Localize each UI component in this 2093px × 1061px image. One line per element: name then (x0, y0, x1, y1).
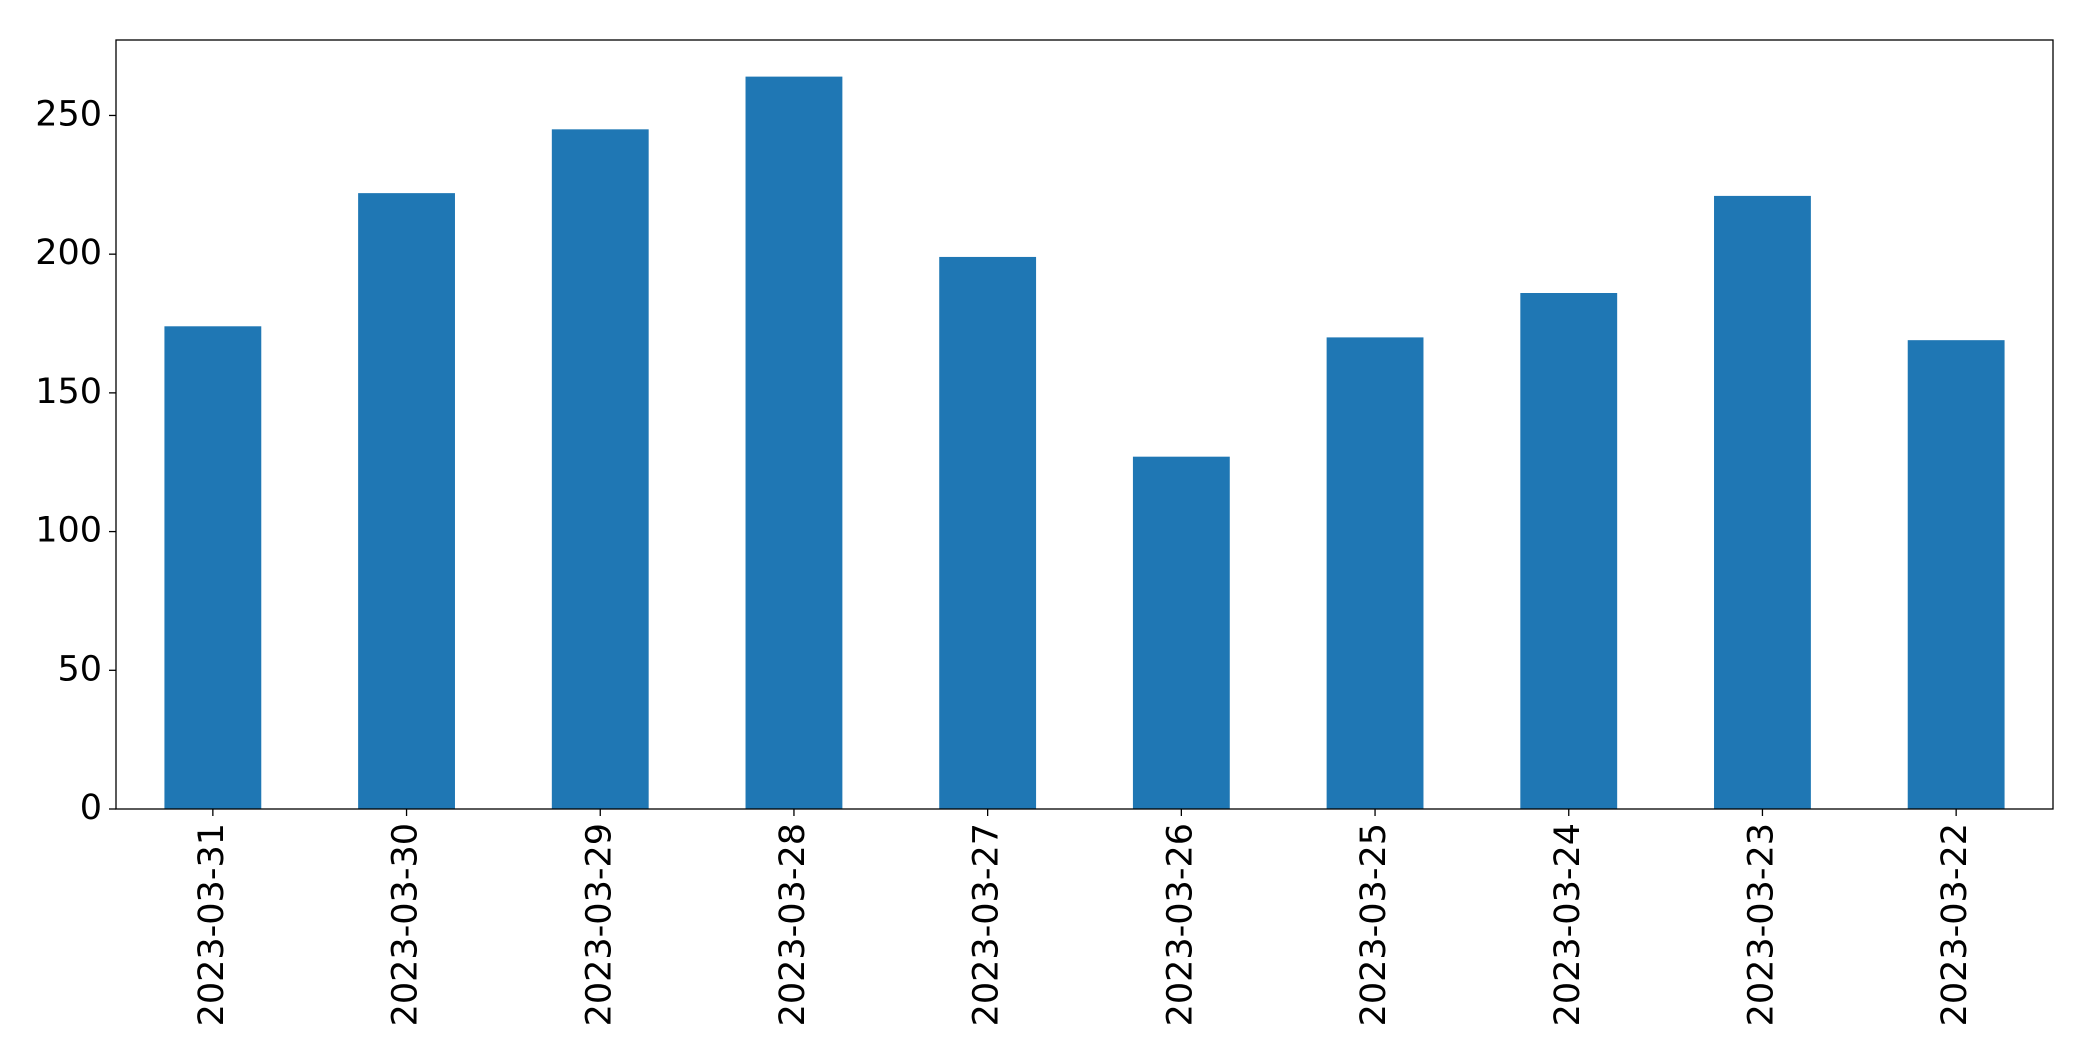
y-tick-label: 200 (35, 233, 102, 273)
x-tick-label: 2023-03-29 (579, 823, 619, 1026)
bar (1714, 195, 1811, 809)
x-tick-label: 2023-03-22 (1935, 823, 1975, 1026)
bar (745, 76, 843, 810)
bar (1520, 293, 1618, 809)
bar (358, 193, 455, 809)
x-tick-label: 2023-03-25 (1354, 823, 1394, 1026)
bar (1132, 456, 1230, 809)
x-tick-label: 2023-03-28 (773, 823, 813, 1026)
bar (1326, 337, 1424, 809)
bar (164, 326, 262, 809)
bar (939, 256, 1037, 809)
y-tick-label: 250 (35, 94, 102, 134)
x-tick-label: 2023-03-23 (1741, 823, 1781, 1026)
x-tick-label: 2023-03-30 (386, 823, 426, 1026)
y-tick-label: 100 (35, 511, 102, 551)
bar (551, 129, 649, 810)
x-tick-label: 2023-03-26 (1160, 823, 1200, 1026)
bar (1907, 340, 2005, 809)
x-tick-label: 2023-03-24 (1548, 823, 1588, 1026)
y-tick-label: 150 (35, 372, 102, 412)
x-tick-label: 2023-03-31 (192, 823, 232, 1026)
y-tick-label: 0 (80, 788, 102, 828)
y-tick-label: 50 (57, 649, 102, 689)
plot-frame (115, 39, 2054, 810)
x-tick-label: 2023-03-27 (967, 823, 1007, 1026)
